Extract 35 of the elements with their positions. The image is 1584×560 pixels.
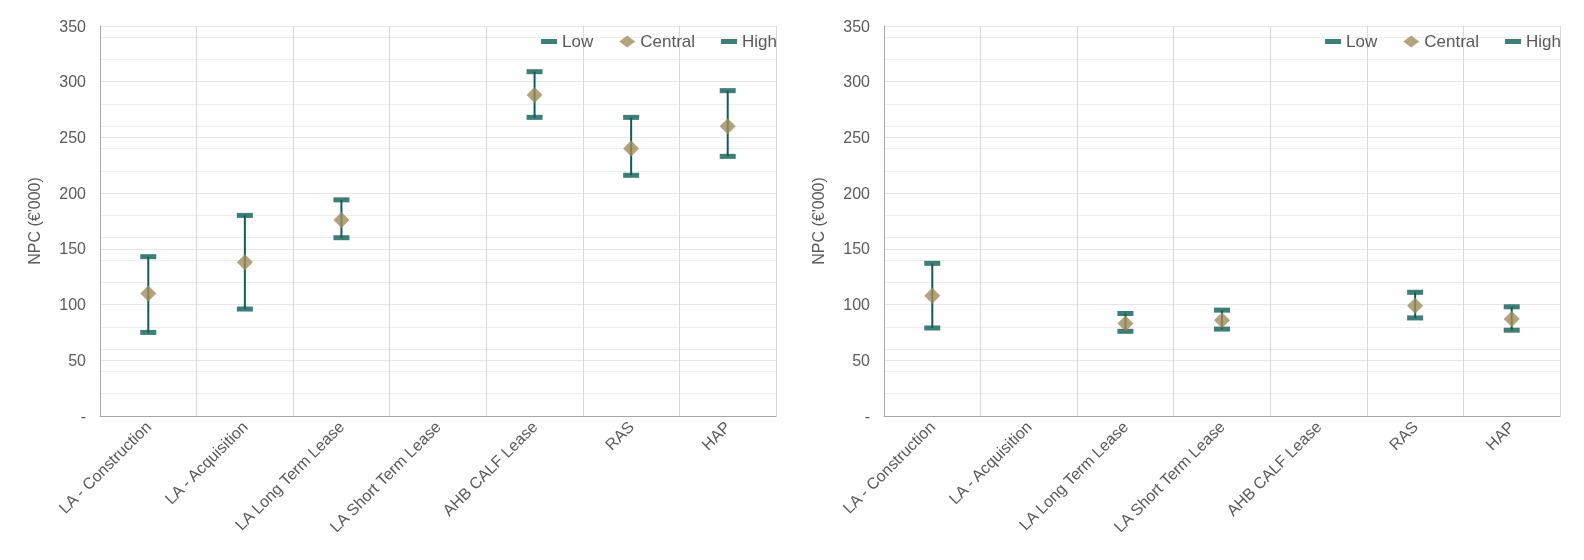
legend-label: Central xyxy=(1424,32,1480,51)
point xyxy=(333,211,350,228)
y-tick-label: 200 xyxy=(59,184,87,202)
legend-label: High xyxy=(1526,32,1562,51)
y-tick-label: - xyxy=(864,407,870,425)
point xyxy=(140,285,157,302)
y-tick-label: 300 xyxy=(59,73,87,91)
legend-label: Low xyxy=(562,32,594,51)
point xyxy=(623,140,640,157)
y-tick-label: 300 xyxy=(843,73,871,91)
legend-label: High xyxy=(742,32,778,51)
y-axis-title: NPC (€'000) xyxy=(25,177,43,265)
y-tick-label: 350 xyxy=(59,17,87,35)
y-tick-label: 150 xyxy=(843,240,871,258)
y-tick-label: 50 xyxy=(68,351,87,369)
legend-label: Low xyxy=(1346,32,1378,51)
point xyxy=(924,287,941,304)
y-axis-title: NPC (€'000) xyxy=(809,177,827,265)
y-tick-label: 250 xyxy=(843,128,871,146)
y-tick-label: 50 xyxy=(852,351,871,369)
y-tick-label: 100 xyxy=(843,296,871,314)
point xyxy=(526,87,543,104)
point xyxy=(1117,315,1134,332)
y-tick-label: 200 xyxy=(843,184,871,202)
y-tick-label: 350 xyxy=(843,17,871,35)
y-tick-label: - xyxy=(80,407,86,425)
point xyxy=(719,118,736,135)
legend-label: Central xyxy=(640,32,696,51)
y-tick-label: 250 xyxy=(59,128,87,146)
point xyxy=(1503,311,1520,328)
point xyxy=(236,254,253,271)
y-tick-label: 100 xyxy=(59,296,87,314)
point xyxy=(1214,312,1230,329)
point xyxy=(1407,297,1424,314)
y-tick-label: 150 xyxy=(59,240,87,258)
